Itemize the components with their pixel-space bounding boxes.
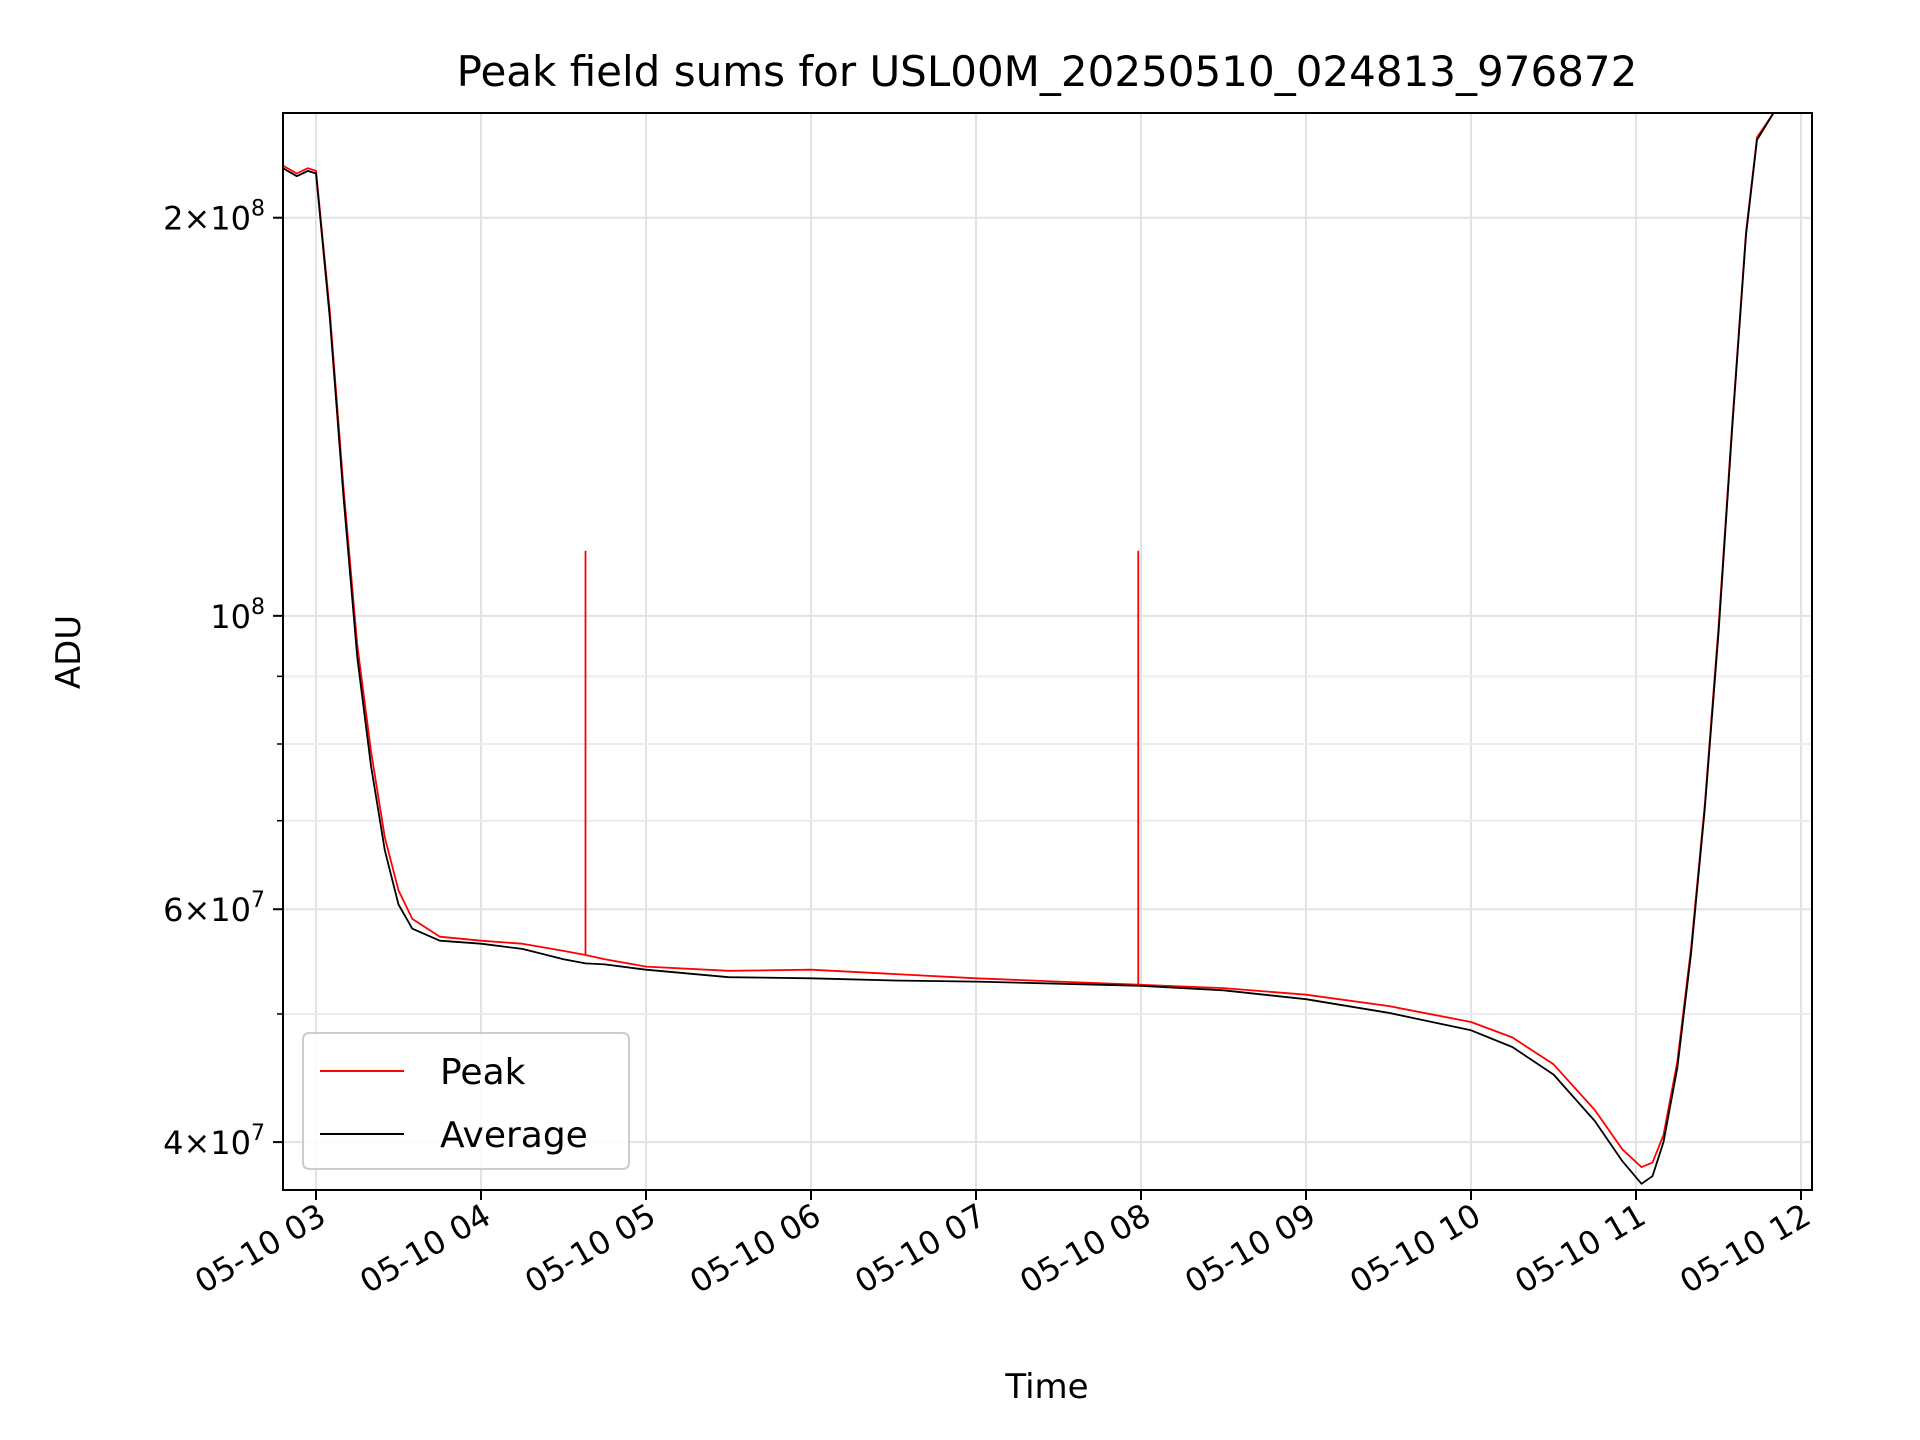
y-tick-label: 108 <box>210 595 265 636</box>
series-layer <box>283 113 1775 1185</box>
plot-frame <box>282 112 1813 1191</box>
x-axis-label: Time <box>1004 1367 1088 1407</box>
grid-lines <box>283 113 1812 1190</box>
y-axis-label: ADU <box>49 615 89 689</box>
legend-peak-label: Peak <box>440 1052 526 1093</box>
y-tick-label: 4×107 <box>163 1121 265 1162</box>
y-tick-label: 6×107 <box>163 888 265 929</box>
chart-title: Peak field sums for USL00M_20250510_0248… <box>457 47 1638 96</box>
legend-average-label: Average <box>440 1115 588 1156</box>
legend: Peak Average <box>302 1032 630 1170</box>
y-tick-label: 2×108 <box>163 197 265 238</box>
average-series-line <box>283 113 1775 1185</box>
